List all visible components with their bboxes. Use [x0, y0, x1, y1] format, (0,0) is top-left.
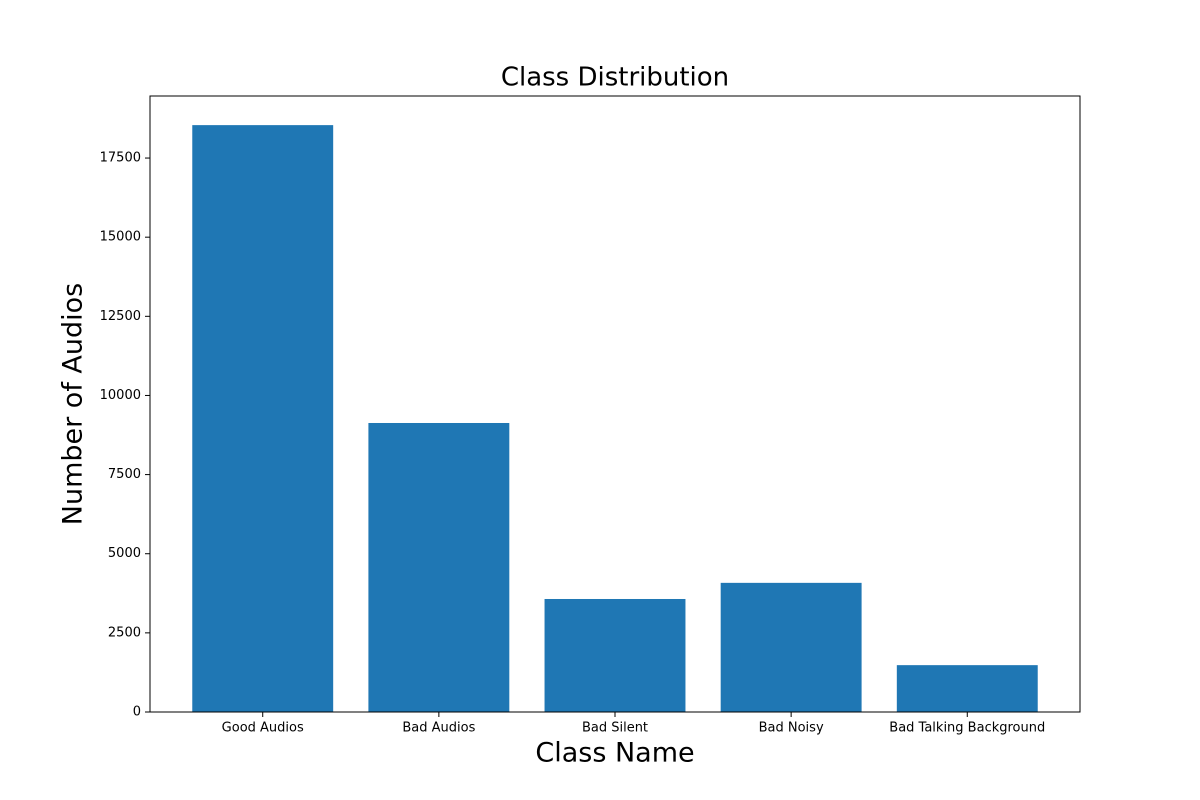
x-tick-label: Bad Talking Background	[889, 721, 1045, 736]
y-tick-label: 10000	[100, 388, 141, 403]
bar	[368, 422, 510, 712]
y-tick-label: 12500	[100, 309, 141, 324]
x-tick-label: Bad Audios	[402, 721, 475, 736]
y-tick-label: 17500	[100, 151, 141, 166]
chart-title: Class Distribution	[501, 63, 729, 93]
y-axis-label: Number of Audios	[58, 283, 89, 525]
x-tick-label: Bad Noisy	[759, 721, 824, 736]
y-tick-label: 15000	[100, 230, 141, 245]
bar	[192, 125, 334, 712]
x-tick-label: Good Audios	[222, 721, 304, 736]
x-axis-label: Class Name	[535, 738, 694, 769]
bar	[544, 598, 686, 712]
bar	[896, 665, 1038, 712]
y-tick-label: 2500	[108, 625, 141, 640]
plot-frame	[149, 95, 1081, 713]
y-tick-label: 5000	[108, 546, 141, 561]
y-tick-label: 7500	[108, 467, 141, 482]
bar	[720, 582, 862, 712]
y-tick-label: 0	[133, 705, 141, 720]
x-tick-label: Bad Silent	[582, 721, 648, 736]
